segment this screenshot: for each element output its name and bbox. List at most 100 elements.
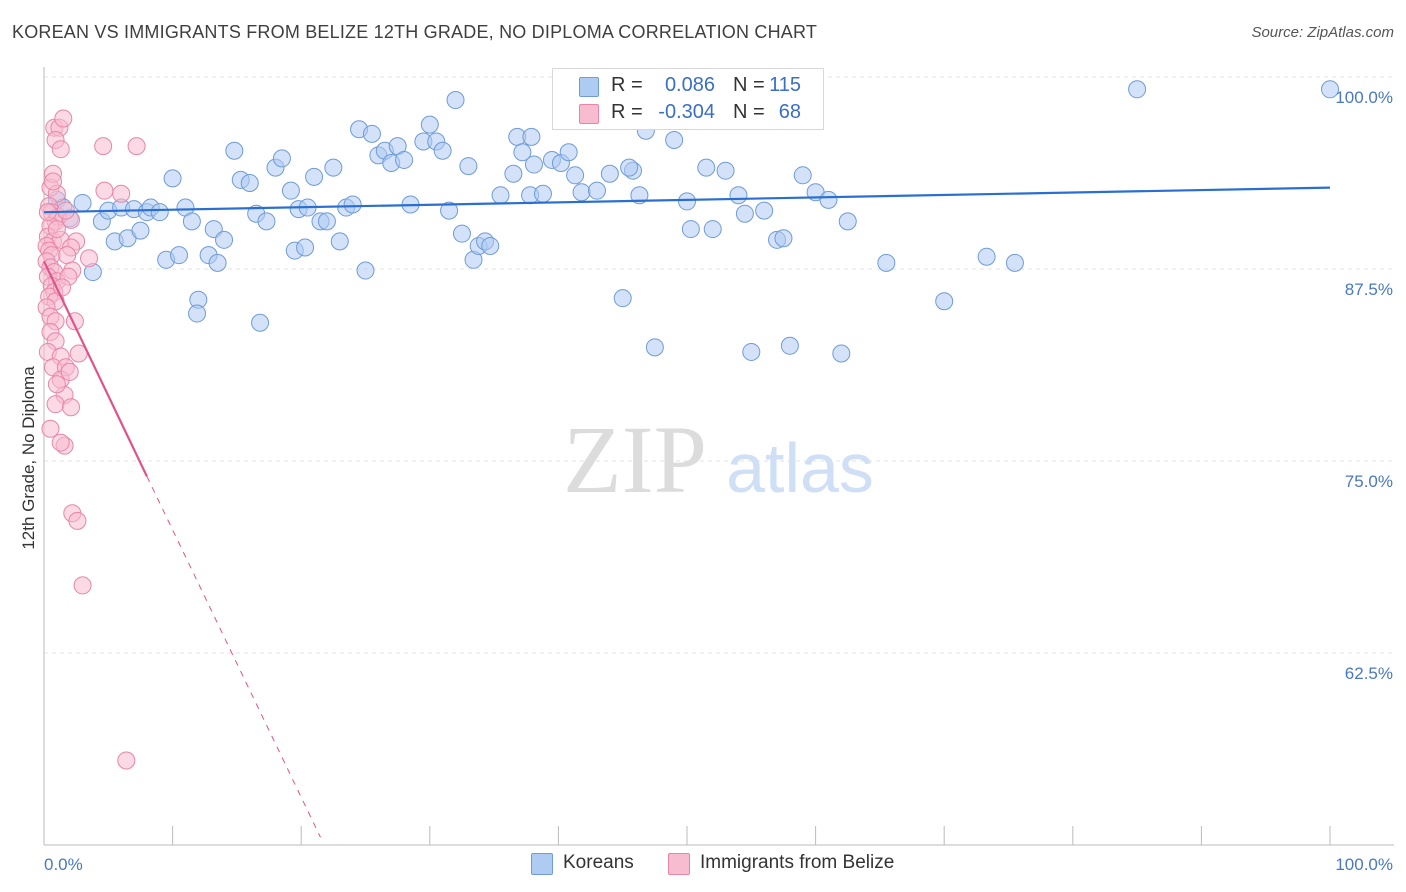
series-legend: Koreans Immigrants from Belize [0,852,1406,878]
belize-point [46,395,65,414]
legend-swatch-belize [668,853,690,875]
legend-r-value: 0.086 [664,74,715,96]
legend-swatch-koreans [579,77,599,97]
korean-point [559,143,578,162]
korean-point [513,143,532,162]
belize-point [44,172,63,191]
korean-point [182,212,201,231]
belize-point [112,184,131,203]
legend-row-koreans: R = 0.086 N = 115 [553,74,823,100]
y-tick-label: 100.0% [1335,88,1393,107]
korean-point [780,336,799,355]
stats-legend: R = 0.086 N = 115 R = -0.304 N = 68 [552,68,824,130]
korean-point [433,141,452,160]
legend-n-value: 68 [778,101,801,123]
korean-trend-line [43,186,1331,214]
korean-point [296,238,315,257]
legend-r-label: R = [611,74,643,96]
belize-point [94,137,113,156]
y-tick-labels: 100.0% 87.5% 75.0% 62.5% [1335,88,1393,683]
x-tick-marks [43,826,1331,845]
korean-point [665,130,684,149]
y-axis-label: 12th Grade, No Diploma [19,366,38,550]
korean-point [343,195,362,214]
belize-point [117,751,136,770]
belize-point [95,181,114,200]
korean-point [977,247,996,266]
korean-point [755,201,774,220]
belize-point [51,433,70,452]
korean-point [716,161,735,180]
legend-n-value: 115 [769,74,801,96]
korean-point [281,181,300,200]
legend-swatch-koreans [531,853,553,875]
korean-point [420,115,439,134]
watermark-atlas: atlas [726,429,874,507]
korean-point [163,169,182,188]
legend-r-value: -0.304 [658,101,715,123]
korean-point [630,186,649,205]
chart-title: KOREAN VS IMMIGRANTS FROM BELIZE 12TH GR… [12,22,818,42]
korean-point [362,124,381,143]
korean-point [251,313,270,332]
korean-point [131,221,150,240]
belize-point [41,419,60,438]
korean-point [317,212,336,231]
korean-point [481,236,500,255]
legend-label-belize: Immigrants from Belize [700,852,895,873]
korean-point [522,127,541,146]
korean-point [330,232,349,251]
korean-point [1321,80,1339,99]
belize-point [47,220,66,239]
belize-point [80,249,99,268]
korean-point [440,201,459,220]
korean-point [208,253,227,272]
legend-label-koreans: Koreans [563,852,634,873]
korean-point [678,192,696,211]
korean-point [681,220,700,239]
korean-point [703,220,722,239]
belize-point [68,511,87,530]
trend-lines [43,186,1331,838]
belize-point [58,246,77,265]
belize-point [47,375,66,394]
axes [43,67,1394,846]
korean-point [452,224,471,243]
korean-point [566,166,585,185]
korean-point [832,344,851,363]
x-tick-label: 0.0% [44,855,83,874]
belize-point [73,576,92,595]
data-points [37,78,1339,770]
korean-point [742,342,761,361]
belize-trend-line [43,260,148,477]
korean-point [272,149,291,168]
korean-point [935,292,954,311]
korean-point [150,203,169,222]
korean-point [697,158,716,177]
korean-point [587,181,606,200]
korean-point [491,186,510,205]
korean-point [600,164,619,183]
korean-point [735,204,754,223]
legend-n-label: N = [733,101,765,123]
korean-point [73,193,92,212]
x-tick-label: 100.0% [1335,855,1393,874]
korean-point [305,167,324,186]
legend-n-label: N = [733,74,765,96]
korean-point [257,212,276,231]
korean-point [1005,253,1024,272]
belize-point [51,140,70,159]
legend-swatch-belize [579,104,599,124]
korean-point [446,91,465,110]
korean-point [225,141,244,160]
korean-point [620,158,639,177]
korean-point [170,246,189,265]
korean-point [613,289,632,308]
korean-point [774,229,793,248]
korean-point [188,304,207,323]
korean-point [819,190,838,209]
y-tick-label: 62.5% [1345,664,1393,683]
legend-row-belize: R = -0.304 N = 68 [553,101,823,127]
korean-point [645,338,664,357]
